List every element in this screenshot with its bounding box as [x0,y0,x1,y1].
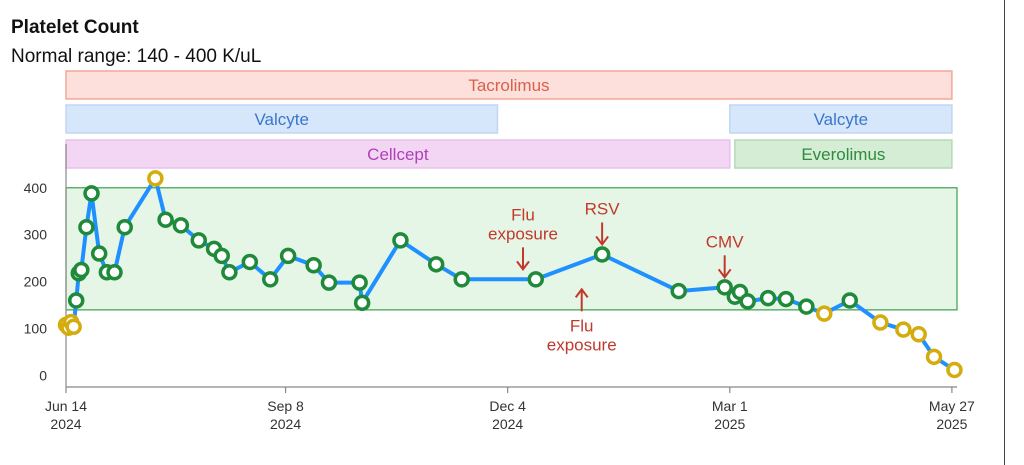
chart-subtitle: Normal range: 140 - 400 K/uL [11,46,262,67]
medication-band [734,139,953,169]
abnormal-data-point [147,170,164,187]
axes: 0 100 200 300 400 Jun 14 2024 Sep 8 2024 Dec 4 202… [24,144,975,432]
abnormal-data-point [946,361,963,379]
data-point [90,245,108,262]
abnormal-data-point [925,348,943,366]
annotation-arrowhead [516,260,530,272]
data-markers [57,170,963,379]
data-point [241,253,259,271]
medication-label: Tacrolimus [468,76,549,95]
annotation-arrowhead [717,268,732,279]
y-tick-label: 0 [39,368,47,384]
data-point [172,217,190,234]
x-tick-year: 2024 [270,416,301,432]
y-tick-label: 400 [24,180,48,196]
medication-band [65,104,499,134]
y-tick-label: 100 [24,321,48,337]
x-tick-year: 2024 [492,416,523,432]
x-tick-label: Dec 4 [489,398,526,414]
annotation-label: exposure [488,224,558,243]
data-point [190,232,208,249]
data-point [353,294,371,312]
annotation-label: Flu [570,316,594,335]
abnormal-data-point [815,305,833,322]
data-point [157,211,174,228]
data-point [453,271,470,288]
data-point [67,292,85,309]
data-point [221,264,238,281]
x-tick-label: May 27 [929,398,975,414]
medication-band [65,139,731,169]
x-tick-year: 2025 [936,416,967,432]
data-point [351,274,368,291]
abnormal-data-point [65,318,82,336]
data-point [213,247,230,265]
data-point [83,185,100,202]
data-point [73,261,90,279]
medication-label: Cellcept [367,145,429,164]
annotation-label: Flu [511,205,535,224]
data-point [392,232,409,249]
data-point [841,292,859,309]
medication-band [65,70,953,100]
data-point [78,218,95,236]
data-point [759,289,777,307]
medication-bands: Tacrolimus Valcyte Valcyte Cellcept Everolim… [65,70,953,169]
data-point [261,271,279,288]
x-tick-label: Mar 1 [712,398,748,414]
data-point [716,279,733,296]
data-point [320,274,338,291]
y-tick-label: 300 [24,227,48,243]
x-tick-year: 2025 [714,416,745,432]
x-tick-year: 2024 [50,416,81,432]
data-point [116,218,133,236]
data-point [777,290,795,308]
data-point [305,257,322,274]
data-point [106,264,123,281]
data-point [798,298,815,315]
medication-label: Everolimus [801,145,885,164]
y-tick-label: 200 [24,274,48,290]
abnormal-data-point [895,321,912,338]
chart-title: Platelet Count [11,17,139,38]
data-point [427,256,445,273]
data-point [593,246,611,263]
annotation-label: RSV [585,199,621,218]
medication-label: Valcyte [254,110,309,129]
data-point [739,293,756,310]
data-point [670,282,687,300]
abnormal-data-point [872,314,889,331]
annotation-label: exposure [547,335,617,354]
x-tick-label: Jun 14 [45,398,87,414]
medication-label: Valcyte [814,110,869,129]
annotation-arrowhead [574,287,589,298]
abnormal-data-point [910,326,927,343]
data-point [527,271,545,288]
annotation-label: CMV [706,232,744,251]
data-point [279,247,297,265]
medication-band [729,104,953,134]
x-tick-label: Sep 8 [267,398,304,414]
annotation-arrowhead [595,235,609,247]
